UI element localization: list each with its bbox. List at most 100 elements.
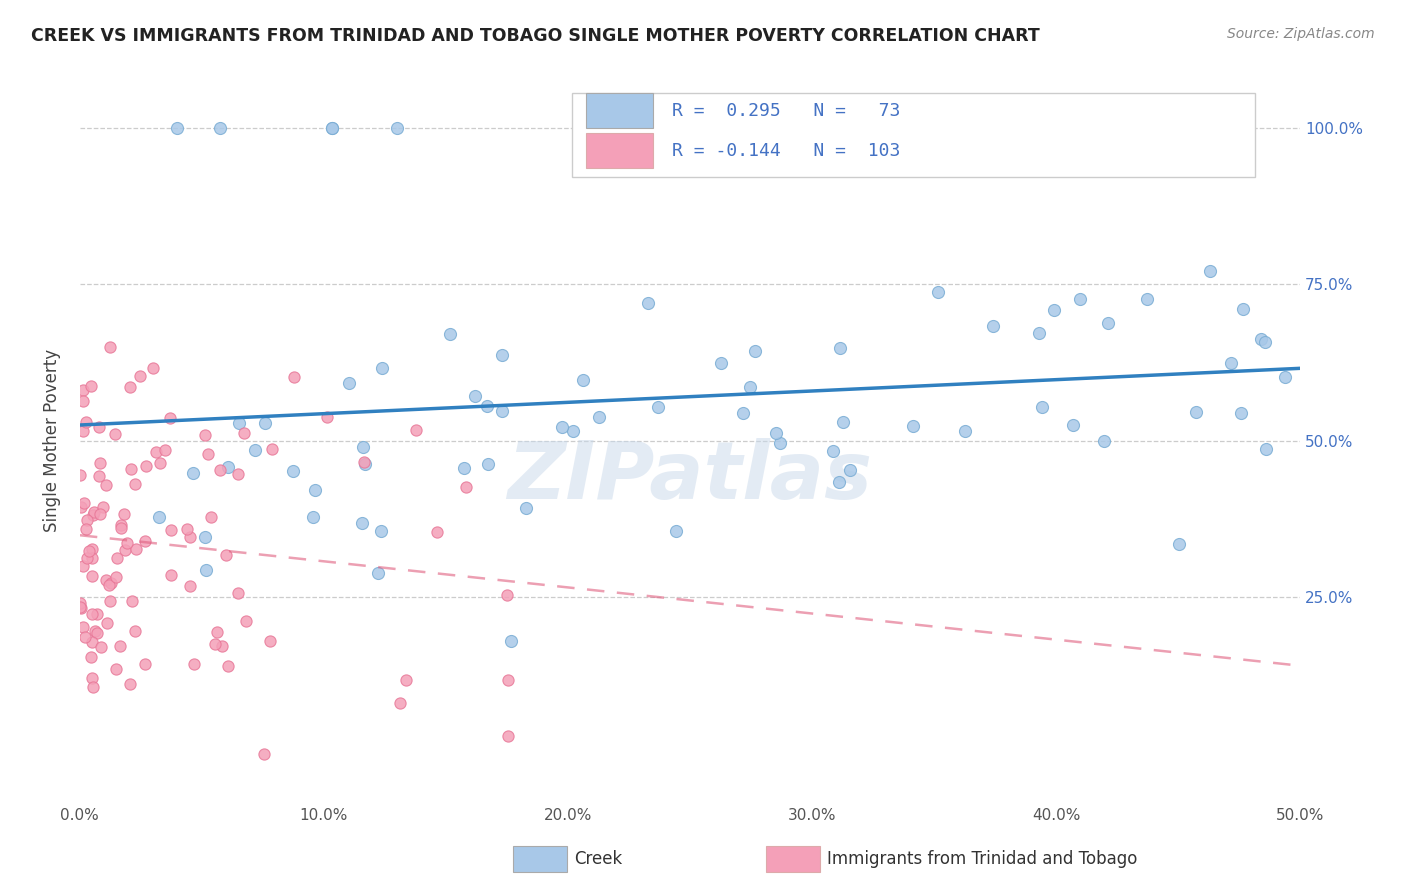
Point (134, 533, 156, 548)
Point (454, 480, 477, 494)
Point (208, 120, 231, 135)
Point (91, 500, 114, 515)
Point (765, 425, 787, 440)
Point (315, 410, 337, 425)
Point (83, 505, 105, 519)
Point (72, 619, 94, 633)
Point (134, 657, 156, 672)
Point (80, 551, 103, 566)
Point (104, 662, 127, 676)
Point (838, 462, 860, 476)
Point (515, 501, 537, 516)
Point (159, 411, 181, 425)
Point (75, 522, 97, 536)
Point (1274, 370, 1296, 384)
Point (769, 436, 792, 450)
Point (1031, 400, 1053, 414)
Point (321, 120, 343, 135)
Point (181, 467, 204, 481)
Point (844, 133, 866, 147)
Point (96, 573, 118, 587)
Point (89, 469, 111, 483)
Point (179, 530, 201, 544)
Point (98, 340, 121, 354)
Point (1069, 293, 1091, 307)
Point (551, 420, 574, 434)
Point (72, 425, 94, 439)
Point (70, 500, 93, 515)
Point (226, 467, 249, 481)
Text: ZIPatlas: ZIPatlas (508, 438, 873, 516)
Point (281, 464, 304, 478)
Point (98, 594, 121, 608)
Point (135, 458, 157, 473)
Point (253, 747, 276, 761)
Point (953, 425, 976, 439)
Point (352, 440, 374, 454)
Point (496, 729, 519, 743)
Point (118, 380, 141, 394)
Point (96, 616, 118, 631)
Point (731, 406, 754, 420)
Point (1168, 537, 1191, 551)
Point (217, 659, 239, 673)
Point (82, 671, 104, 685)
Point (283, 369, 305, 384)
Text: Creek: Creek (574, 850, 621, 868)
Point (337, 376, 360, 391)
Point (475, 399, 498, 413)
Point (647, 400, 669, 414)
Point (243, 443, 266, 458)
Y-axis label: Single Mother Poverty: Single Mother Poverty (44, 349, 60, 533)
Point (195, 563, 218, 577)
Point (981, 319, 1004, 334)
Point (110, 517, 132, 532)
Point (87, 419, 110, 434)
Point (388, 696, 411, 710)
Point (204, 637, 226, 651)
Point (149, 457, 172, 471)
Point (1230, 407, 1253, 421)
Text: R =  0.295   N =   73: R = 0.295 N = 73 (672, 102, 900, 120)
Point (145, 445, 167, 459)
Point (118, 677, 141, 691)
Point (385, 120, 408, 135)
Point (80, 569, 103, 583)
Point (105, 551, 128, 566)
Point (179, 579, 201, 593)
Point (82, 635, 104, 649)
Point (262, 442, 284, 456)
Point (464, 388, 486, 402)
Point (821, 443, 844, 458)
Point (321, 120, 343, 135)
Point (395, 673, 418, 687)
Point (370, 524, 392, 538)
Point (75, 415, 97, 429)
Point (114, 542, 136, 557)
Point (304, 483, 326, 497)
Point (562, 425, 585, 439)
Point (828, 341, 851, 355)
Point (197, 447, 219, 461)
Point (110, 520, 132, 534)
FancyBboxPatch shape (586, 134, 654, 169)
Point (166, 120, 188, 135)
Point (121, 593, 143, 607)
Point (69, 596, 91, 610)
Point (82, 508, 104, 522)
Point (160, 567, 183, 582)
Point (82, 541, 104, 556)
Point (1219, 356, 1241, 370)
Point (148, 509, 170, 524)
Point (125, 541, 148, 556)
Point (80, 607, 103, 621)
Text: Immigrants from Trinidad and Tobago: Immigrants from Trinidad and Tobago (827, 850, 1137, 868)
Point (426, 524, 449, 539)
Point (927, 285, 949, 300)
Point (176, 522, 198, 536)
Point (183, 657, 205, 671)
Point (1028, 326, 1050, 341)
Point (1097, 316, 1119, 330)
Point (226, 586, 249, 600)
Point (96, 477, 118, 491)
